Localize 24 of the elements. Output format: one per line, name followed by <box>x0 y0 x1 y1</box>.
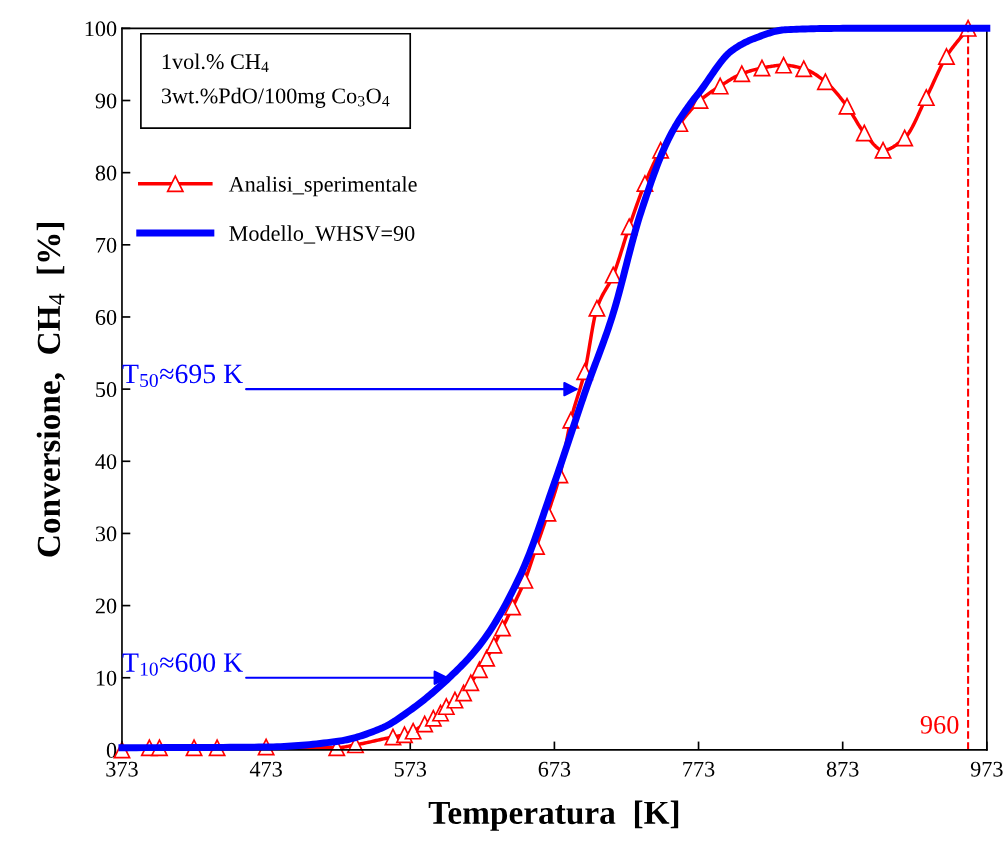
y-tick-label: 40 <box>95 454 117 470</box>
y-axis-title: Conversione, CH$_{4}$ [%] <box>36 222 65 557</box>
ref-line-label: 960 <box>920 715 959 734</box>
x-axis-title: Temperatura [K] <box>428 800 679 831</box>
y-tick-label: 50 <box>96 382 117 398</box>
x-tick-label: 473 <box>249 761 282 777</box>
legend-label: Analisi_sperimentale <box>228 176 417 197</box>
y-tick-label: 0 <box>106 742 117 758</box>
y-tick-label: 80 <box>95 165 117 181</box>
x-tick-label: 973 <box>970 761 1003 777</box>
y-tick-label: 60 <box>95 309 117 325</box>
y-tick-label: 100 <box>85 21 117 37</box>
annotation: 1vol.% CH$_{4}$ 3wt.%PdO/100mg Co$_{3}$O$_{4}$ <box>161 53 390 108</box>
x-tick-label: 773 <box>683 761 715 777</box>
x-tick-label: 573 <box>394 761 427 777</box>
y-tick-label: 20 <box>95 598 117 614</box>
y-tick-label: 10 <box>96 670 117 686</box>
x-tick-label: 673 <box>538 761 571 777</box>
x-tick-label: 873 <box>826 761 859 777</box>
legend-label: Modello_WHSV=90 <box>229 225 415 244</box>
y-tick-label: 70 <box>96 237 117 253</box>
x-tick-label: 373 <box>106 761 138 777</box>
y-tick-label: 30 <box>95 526 117 542</box>
y-tick-label: 90 <box>95 93 117 109</box>
